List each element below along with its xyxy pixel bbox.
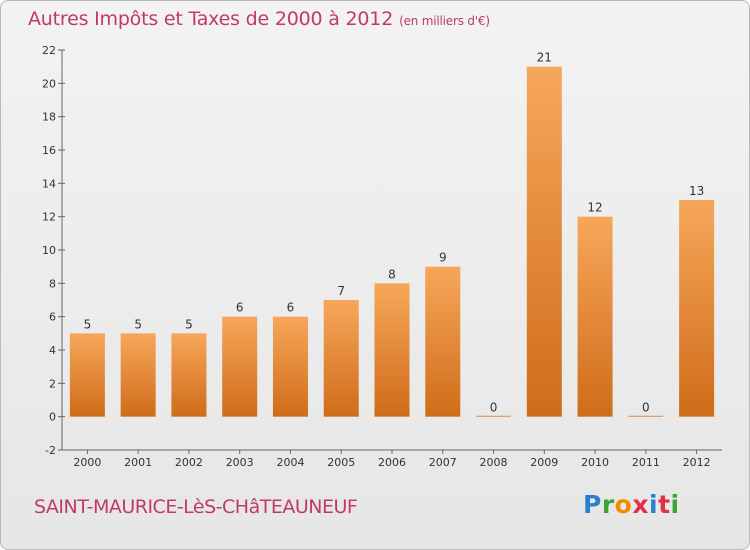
- data-label-2009: 21: [537, 51, 552, 65]
- logo-letter: o: [614, 490, 633, 519]
- data-label-2006: 8: [388, 267, 396, 281]
- data-label-2012: 13: [689, 184, 704, 198]
- data-label-2001: 5: [134, 317, 142, 331]
- bar-2003: [222, 316, 258, 417]
- logo-letter: P: [583, 490, 602, 519]
- y-tick-label: 0: [49, 411, 56, 424]
- chart-title-text: Autres Impôts et Taxes de 2000 à 2012: [28, 8, 394, 30]
- x-tick-label: 2004: [276, 456, 304, 469]
- logo-letter: i: [649, 490, 659, 519]
- y-tick-label: 2: [49, 377, 56, 390]
- proxiti-logo: Proxiti: [583, 490, 680, 519]
- y-tick-label: 18: [42, 111, 56, 124]
- chart-axes: -2 0 2 4 6 8 10 12 14 16 18 20 22 2000 2001 2002 2003 200…: [42, 44, 722, 469]
- place-name: SAINT-MAURICE-LèS-CHâTEAUNEUF: [34, 496, 358, 518]
- data-label-2008: 0: [490, 401, 498, 415]
- x-tick-label: 2006: [378, 456, 406, 469]
- y-tick-label: -2: [45, 444, 56, 457]
- y-tick-label: 14: [42, 177, 56, 190]
- bar-2000: [69, 333, 105, 417]
- bar-2005: [323, 300, 359, 417]
- bar-2009: [526, 66, 562, 417]
- x-tick-label: 2002: [175, 456, 203, 469]
- x-tick-label: 2010: [581, 456, 609, 469]
- x-tick-label: 2012: [683, 456, 711, 469]
- data-label-2000: 5: [84, 317, 92, 331]
- y-tick-label: 8: [49, 277, 56, 290]
- logo-letter: t: [658, 490, 671, 519]
- data-label-2002: 5: [185, 317, 193, 331]
- y-tick-label: 4: [49, 344, 56, 357]
- x-tick-label: 2005: [327, 456, 355, 469]
- y-tick-label: 20: [42, 77, 56, 90]
- chart-unit: (en milliers d'€): [399, 14, 490, 28]
- chart-labels: 5 5 5 6 6 7 8 9 0 21 12 0 13: [84, 51, 705, 415]
- x-tick-label: 2007: [429, 456, 457, 469]
- bar-2002: [171, 333, 207, 417]
- x-tick-label: 2003: [226, 456, 254, 469]
- data-label-2004: 6: [287, 301, 295, 315]
- data-label-2007: 9: [439, 251, 447, 265]
- x-tick-label: 2011: [632, 456, 660, 469]
- data-label-2010: 12: [587, 201, 602, 215]
- x-tick-label: 2000: [73, 456, 101, 469]
- bar-2010: [577, 216, 613, 417]
- chart-title: Autres Impôts et Taxes de 2000 à 2012 (en…: [28, 8, 490, 30]
- bar-2008: [476, 415, 512, 417]
- y-tick-label: 10: [42, 244, 56, 257]
- bar-2011: [628, 415, 664, 417]
- x-tick-label: 2009: [530, 456, 558, 469]
- x-tick-label: 2008: [480, 456, 508, 469]
- x-tick-label: 2001: [124, 456, 152, 469]
- bar-2006: [374, 283, 410, 417]
- bar-2012: [679, 200, 715, 417]
- logo-letter: r: [601, 490, 615, 519]
- y-tick-label: 22: [42, 44, 56, 57]
- bar-2004: [272, 316, 308, 417]
- y-tick-label: 16: [42, 144, 56, 157]
- bar-2007: [425, 266, 461, 417]
- y-tick-label: 6: [49, 311, 56, 324]
- y-tick-label: 12: [42, 211, 56, 224]
- data-label-2005: 7: [337, 284, 345, 298]
- logo-letter: i: [670, 490, 680, 519]
- bar-2001: [120, 333, 156, 417]
- chart-bars: [69, 66, 715, 417]
- logo-letter: x: [632, 490, 649, 519]
- data-label-2003: 6: [236, 301, 244, 315]
- data-label-2011: 0: [642, 401, 650, 415]
